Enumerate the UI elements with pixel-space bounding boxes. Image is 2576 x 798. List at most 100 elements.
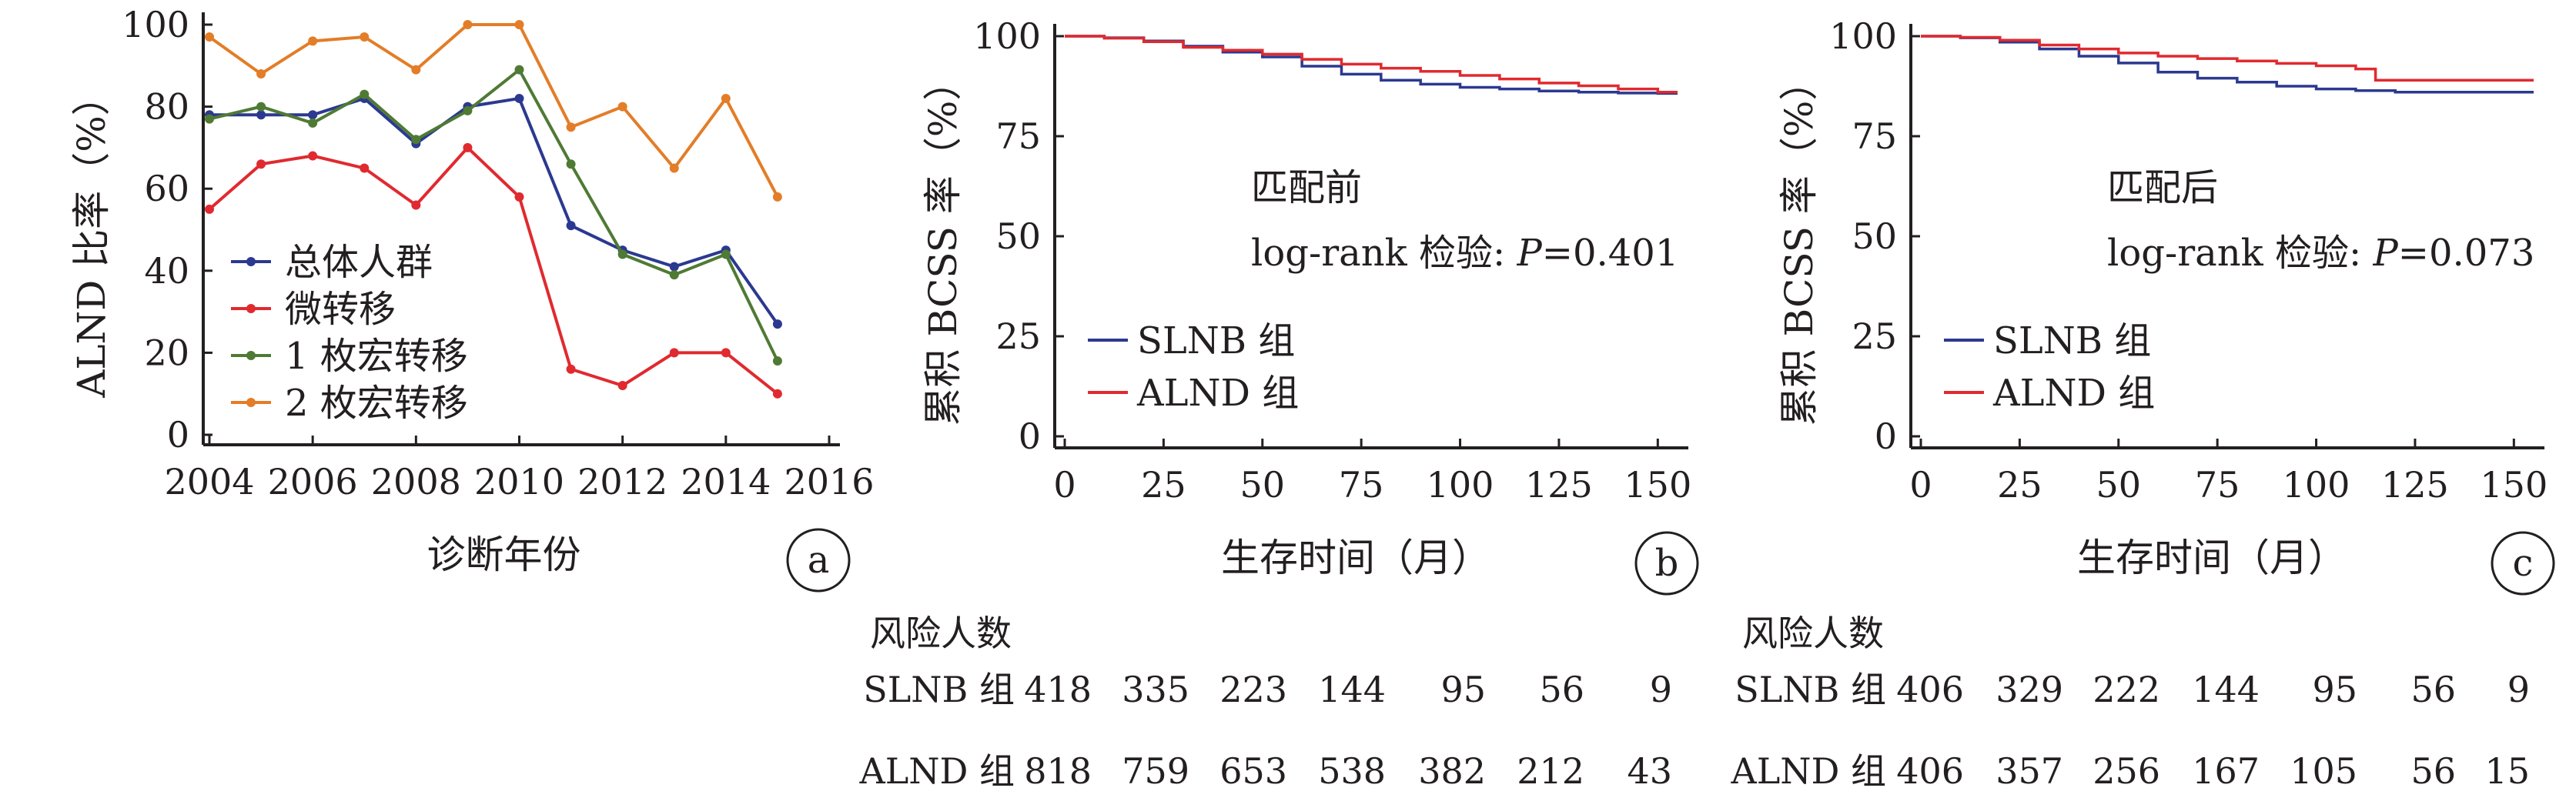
x-tick-label: 2004: [164, 461, 254, 503]
data-point: [669, 270, 679, 280]
risk-cell: 538: [1318, 750, 1386, 792]
data-point: [566, 221, 576, 231]
data-point: [256, 102, 266, 112]
legend-marker: [246, 304, 256, 313]
x-axis-title: 生存时间（月）: [1221, 536, 1490, 580]
plot-area-b: 匹配前 log-rank 检验: P=0.401 SLNB 组 ALND 组: [1065, 35, 1678, 415]
y-tick-label: 80: [144, 86, 189, 128]
series-line-1: [208, 145, 779, 396]
x-tick-label: 75: [1339, 464, 1384, 506]
risk-cell: 222: [2093, 669, 2160, 710]
legend-label: SLNB 组: [1993, 319, 2151, 362]
legend-marker: [246, 398, 256, 407]
risk-cell: 759: [1122, 750, 1189, 792]
x-tick-label: 2008: [371, 461, 461, 503]
risk-cell: 382: [1418, 750, 1486, 792]
y-tick-label: 75: [995, 115, 1041, 157]
y-tick-label: 20: [144, 332, 189, 373]
y-tick-label: 0: [1019, 416, 1041, 457]
data-point: [411, 65, 421, 75]
x-tick-label: 150: [1624, 464, 1691, 506]
y-axis-title: ALND 比率（%）: [69, 77, 114, 399]
risk-cell: 56: [2410, 669, 2456, 710]
y-tick-label: 50: [995, 215, 1041, 257]
data-point: [669, 262, 679, 272]
km-curve-1: [1065, 35, 1678, 94]
series-line-2: [209, 67, 779, 362]
risk-cell: 15: [2484, 750, 2530, 792]
y-tick-label: 25: [995, 316, 1041, 357]
data-point: [308, 110, 318, 120]
x-tick-label: 100: [1427, 464, 1494, 506]
x-tick-label: 150: [2480, 464, 2548, 506]
data-point: [514, 93, 524, 103]
panel-label-circle: [2491, 531, 2555, 596]
risk-cell: 9: [1649, 669, 1672, 710]
series-line-0: [209, 96, 779, 326]
km-curve-1: [1921, 35, 2534, 82]
data-point: [308, 118, 318, 128]
x-tick-label: 50: [1240, 464, 1286, 506]
panel-label-circle: [786, 528, 851, 593]
data-point: [566, 122, 576, 132]
panel-label: c: [2513, 542, 2534, 585]
data-point: [411, 135, 421, 145]
data-point: [205, 114, 214, 124]
risk-cell: 818: [1024, 750, 1092, 792]
risk-cell: 406: [1896, 669, 1964, 710]
data-point: [308, 151, 318, 161]
legend-label: ALND 组: [1136, 372, 1299, 415]
annotation-p: P: [2372, 232, 2398, 275]
x-tick-label: 25: [1997, 464, 2042, 506]
annotation-value: =0.401: [1542, 232, 1679, 275]
data-point: [205, 204, 214, 214]
annotation-value: =0.073: [2398, 232, 2535, 275]
data-point: [721, 348, 731, 358]
y-tick-label: 75: [1852, 115, 1897, 157]
risk-cell: 418: [1024, 669, 1092, 710]
legend-label: ALND 组: [1992, 372, 2155, 415]
y-tick-label: 100: [1829, 15, 1897, 57]
x-tick-label: 2016: [784, 461, 874, 503]
data-point: [772, 389, 782, 399]
y-tick-label: 100: [973, 15, 1041, 57]
legend-label: SLNB 组: [1137, 319, 1295, 362]
data-point: [669, 348, 679, 358]
data-point: [360, 163, 370, 173]
risk-cell: 95: [1440, 669, 1486, 710]
risk-row-label: SLNB 组: [1735, 669, 1886, 710]
x-tick-label: 0: [1909, 464, 1932, 506]
x-tick-label: 100: [2283, 464, 2350, 506]
data-point: [205, 32, 214, 42]
data-point: [617, 381, 627, 391]
data-point: [772, 192, 782, 202]
data-point: [721, 249, 731, 259]
axes-c: 0 25 50 75 100 125 150 0 25 50 75 100 生存时间（月） 累积 BCSS…: [1777, 15, 2555, 596]
x-tick-label: 75: [2195, 464, 2240, 506]
risk-row-label: SLNB 组: [863, 669, 1015, 710]
y-tick-label: 25: [1852, 316, 1897, 357]
risk-cell: 357: [1996, 750, 2063, 792]
data-point: [514, 65, 524, 75]
data-point: [463, 20, 473, 29]
data-point: [463, 142, 473, 152]
km-curve-0: [1921, 35, 2534, 94]
legend-label: 微转移: [285, 288, 396, 331]
data-point: [617, 249, 627, 259]
risk-cell: 653: [1219, 750, 1287, 792]
risk-cell: 212: [1517, 750, 1584, 792]
annotation-test: log-rank 检验: P=0.401: [1251, 232, 1678, 275]
x-tick-label: 125: [2381, 464, 2449, 506]
x-tick-label: 2012: [577, 461, 667, 503]
risk-cell: 256: [2093, 750, 2160, 792]
y-axis-title: 累积 BCSS 率（%）: [921, 62, 965, 426]
data-point: [566, 159, 576, 169]
x-tick-label: 0: [1053, 464, 1076, 506]
x-tick-label: 2010: [474, 461, 564, 503]
x-tick-label: 25: [1141, 464, 1186, 506]
y-tick-label: 0: [1875, 416, 1897, 457]
x-axis-title: 诊断年份: [427, 533, 581, 577]
x-tick-label: 2014: [681, 461, 771, 503]
legend-label: 2 枚宏转移: [285, 382, 468, 425]
